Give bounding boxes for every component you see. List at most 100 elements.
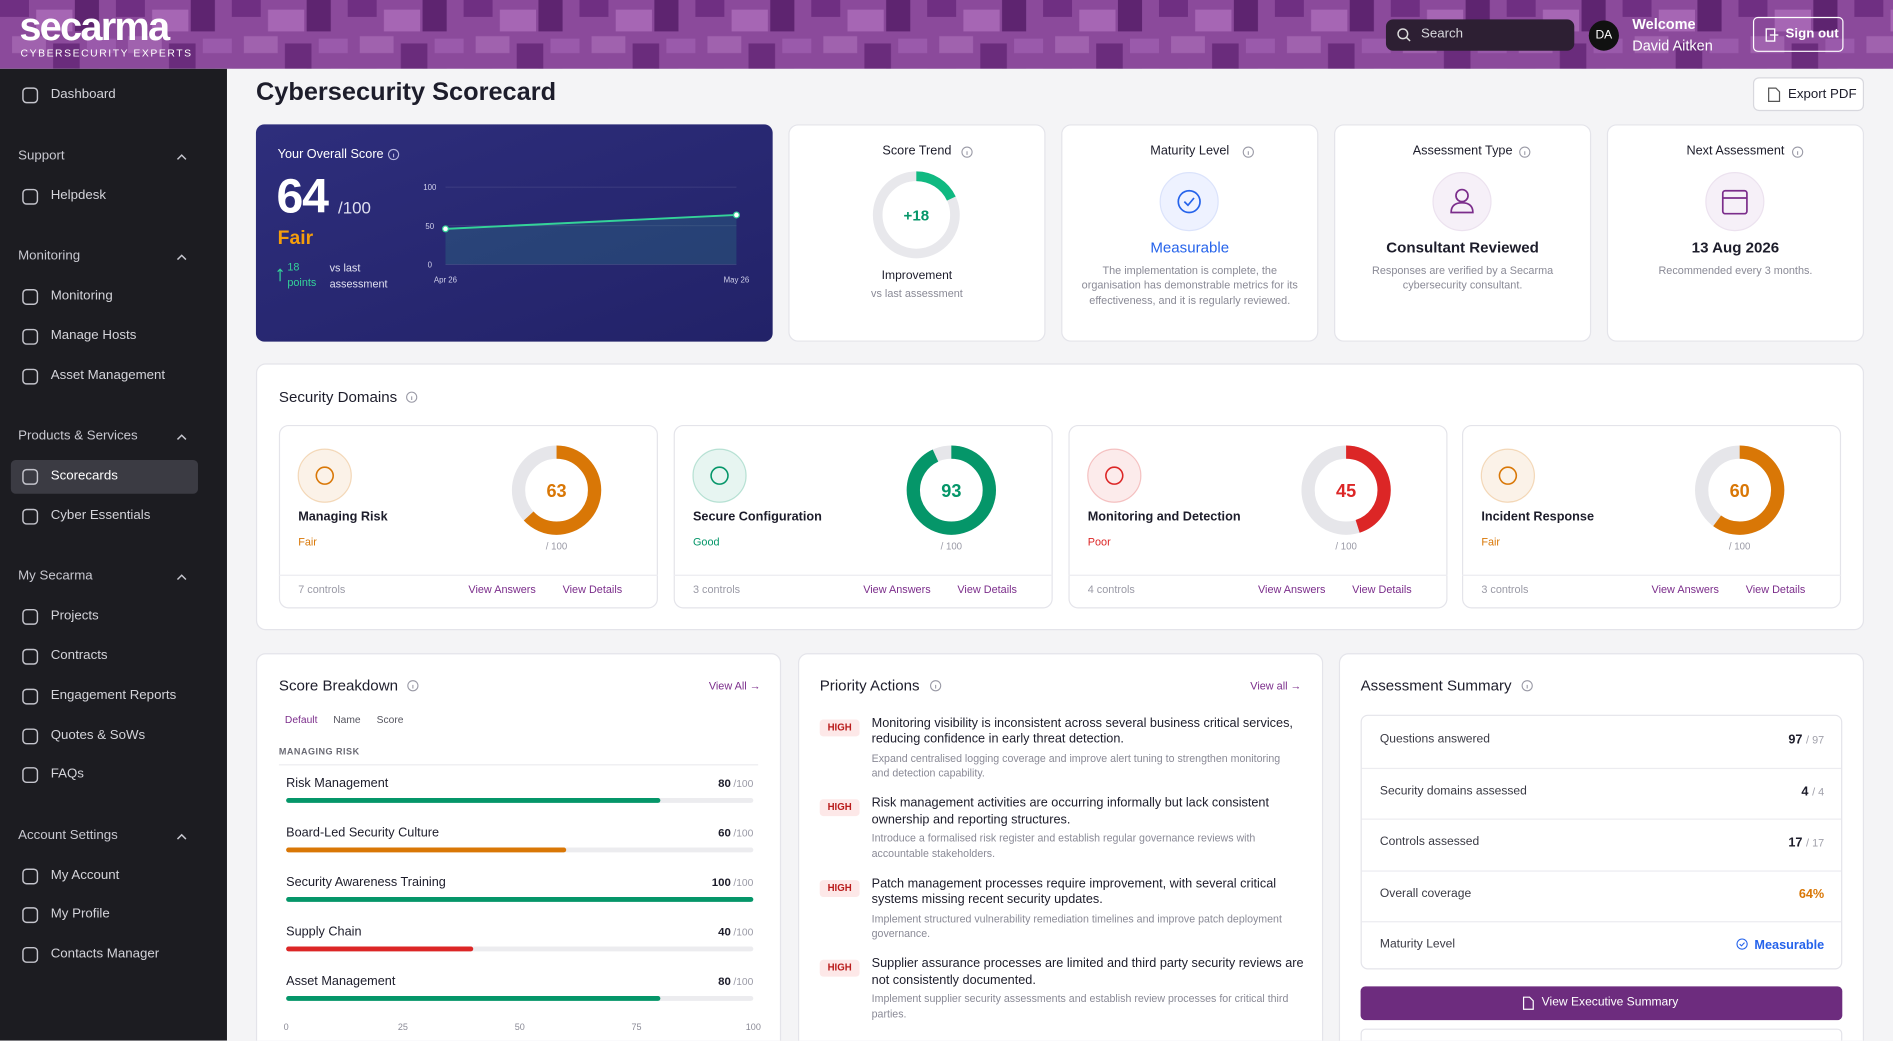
domain-icon (297, 448, 352, 503)
icon-shape (22, 868, 39, 884)
check-mark (1739, 942, 1746, 948)
nav-section[interactable]: Account Settings (18, 827, 118, 843)
nav-link[interactable]: Helpdesk (50, 188, 107, 203)
nav-link[interactable]: Contacts Manager (50, 946, 160, 962)
domain-donut: 63 (511, 445, 602, 535)
button-label[interactable]: View Executive Summary (1541, 995, 1679, 1010)
nav-section[interactable]: My Secarma (18, 568, 93, 584)
nav-link[interactable]: Asset Management (50, 367, 166, 383)
overall-rating: Fair (277, 228, 314, 249)
score-value: 80 (718, 777, 731, 791)
nav-link[interactable]: Scorecards (50, 468, 118, 483)
view-details-link[interactable]: View Details (1745, 583, 1806, 596)
info-circle (960, 146, 973, 158)
view-answers-link[interactable]: View Answers (1257, 583, 1326, 596)
card-heading: Consultant Reviewed (1386, 239, 1539, 256)
action-title: Supplier assurance processes are limited… (871, 956, 1304, 988)
view-details-link[interactable]: View Details (562, 583, 623, 596)
view-all-link[interactable]: View All → (708, 679, 761, 692)
domain-icon (692, 448, 747, 503)
view-answers-link[interactable]: View Answers (468, 583, 536, 596)
card-icon (1432, 172, 1492, 232)
nav-section[interactable]: Monitoring (18, 249, 81, 264)
sign-out-button[interactable]: Sign out (1752, 16, 1844, 52)
info-circle (406, 391, 418, 403)
nav-link[interactable]: FAQs (50, 766, 84, 782)
icon-shape (22, 907, 39, 924)
nav-icon (22, 368, 39, 385)
score-value: 60 (718, 826, 731, 841)
view-details-link[interactable]: View Details (957, 583, 1017, 596)
icon-shape (22, 188, 39, 205)
icon-bg (1087, 448, 1142, 503)
view-answers-link[interactable]: View Answers (1651, 583, 1719, 596)
nav-icon (22, 907, 39, 924)
breakdown-score: 80/100 (543, 777, 753, 790)
panel-title: Security Domains (278, 388, 398, 406)
domain-controls: 3 controls (1481, 583, 1529, 596)
sort-tab[interactable]: Default (284, 713, 318, 726)
nav-link[interactable]: Contracts (50, 648, 108, 663)
overall-score: 64 (276, 170, 329, 224)
domain-icon (1480, 448, 1536, 503)
breakdown-name: Risk Management (286, 776, 389, 791)
view-details-link[interactable]: View Details (1352, 583, 1412, 596)
nav-link[interactable]: Engagement Reports (50, 687, 177, 703)
nav-icon (22, 727, 39, 744)
nav-icon (22, 947, 39, 964)
view-answers-link[interactable]: View Answers (863, 583, 931, 596)
nav-link[interactable]: Dashboard (50, 86, 116, 102)
icon-glyph (315, 466, 334, 485)
file-icon (1522, 996, 1534, 1010)
info-icon (407, 680, 419, 692)
nav-link[interactable]: Manage Hosts (50, 328, 137, 343)
nav-link[interactable]: My Account (50, 867, 120, 883)
nav-link[interactable]: My Profile (50, 907, 110, 922)
nav-link[interactable]: Cyber Essentials (50, 508, 151, 523)
icon-shape (22, 947, 39, 964)
breakdown-score: 80/100 (543, 975, 753, 988)
view-all-link[interactable]: View all → (1250, 679, 1302, 692)
x-tick-label: Apr 26 (434, 276, 458, 285)
sign-out-label[interactable]: Sign out (1785, 26, 1839, 42)
actions-panel (798, 653, 1324, 1041)
icon-shape (22, 648, 39, 665)
export-label[interactable]: Export PDF (1787, 86, 1857, 102)
domain-donut: 93 (906, 445, 996, 535)
search-placeholder: Search (1420, 26, 1464, 42)
info-circle (1521, 680, 1533, 692)
card-text: Recommended every 3 months. (1658, 264, 1813, 277)
chevron (176, 574, 187, 581)
summary-label: Maturity Level (1379, 938, 1456, 952)
nav-link[interactable]: Quotes & SoWs (50, 727, 146, 742)
summary-value: 97/ 97 (1569, 733, 1824, 747)
card-text: vs last assessment (871, 287, 963, 300)
score-value: 100 (711, 876, 731, 890)
arrow (277, 268, 283, 282)
score-out-of: /100 (733, 777, 754, 790)
value: 64% (1798, 887, 1825, 902)
breakdown-panel (255, 653, 782, 1041)
area (445, 214, 737, 265)
nav-icon (22, 688, 39, 705)
info-circle (930, 680, 942, 692)
nav-link[interactable]: Projects (50, 608, 99, 624)
line (445, 213, 737, 230)
up-arrow (277, 268, 283, 282)
trend-value: +18 (904, 207, 930, 224)
icon-bg (692, 448, 747, 503)
executive-summary-button[interactable]: View Executive Summary (1360, 986, 1843, 1021)
nav-link[interactable]: Monitoring (50, 288, 113, 304)
nav-section[interactable]: Support (18, 148, 65, 163)
sort-tab[interactable]: Score (376, 713, 404, 726)
icon-shape (22, 609, 39, 625)
sort-tab[interactable]: Name (333, 713, 361, 726)
search-box[interactable]: Search (1385, 19, 1575, 51)
stat-card (788, 124, 1046, 342)
domain-name: Monitoring and Detection (1087, 509, 1241, 524)
info-circle (407, 680, 419, 692)
breakdown-score: 60/100 (543, 827, 753, 840)
nav-section[interactable]: Products & Services (18, 428, 138, 444)
export-button[interactable]: Export PDF (1752, 77, 1865, 112)
nav-icon (22, 468, 39, 485)
